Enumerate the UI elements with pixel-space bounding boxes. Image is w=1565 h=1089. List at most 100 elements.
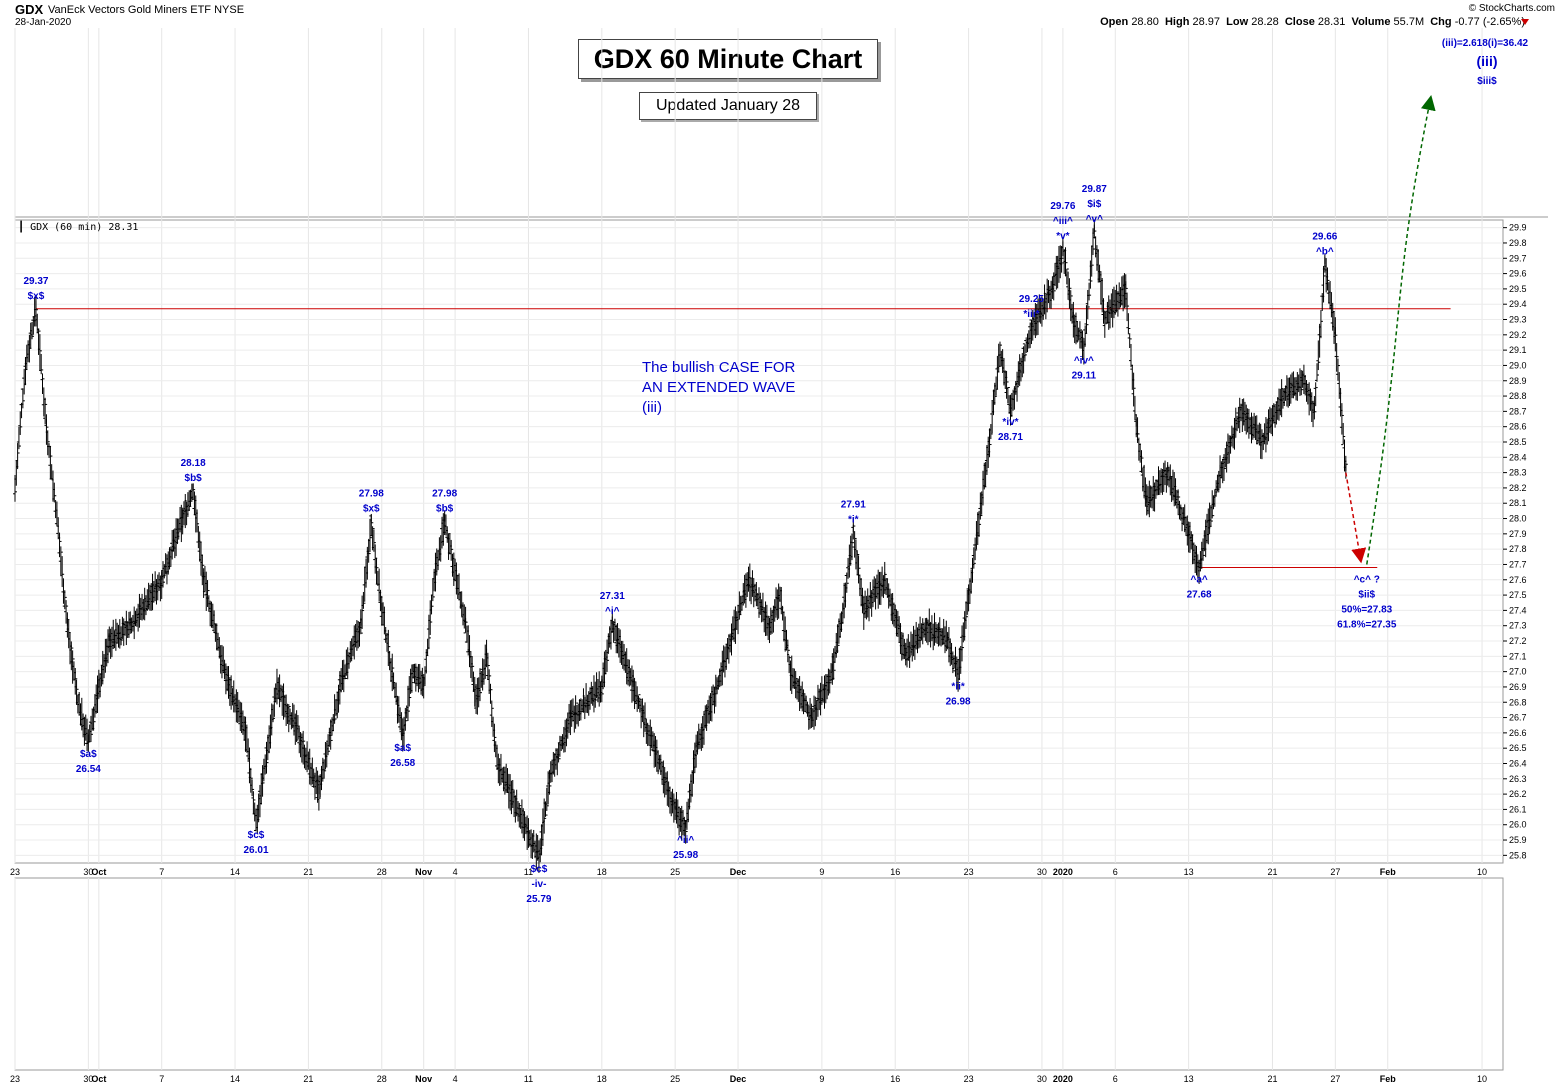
- wave-label: 27.68: [1187, 590, 1212, 601]
- x-tick-label-lower: 13: [1184, 1074, 1194, 1084]
- price-panel-border: [14, 219, 1504, 864]
- x-tick-label: 10: [1477, 867, 1487, 877]
- series-legend: ┃ GDX (60 min) 28.31: [18, 222, 138, 233]
- wave-label: ^iii^: [1053, 216, 1073, 227]
- wave-label: $a$: [80, 749, 97, 760]
- wave-label: $a$: [394, 743, 411, 754]
- x-tick-label-lower: 16: [890, 1074, 900, 1084]
- x-tick-label-lower: 6: [1113, 1074, 1118, 1084]
- y-tick-label: 28.5: [1509, 437, 1527, 447]
- x-tick-label-lower: 11: [524, 1074, 533, 1084]
- updated-note: Updated January 28: [639, 92, 817, 120]
- y-tick-label: 26.5: [1509, 743, 1527, 753]
- x-tick-label-lower: 18: [597, 1074, 607, 1084]
- wave-label: 27.98: [359, 489, 384, 500]
- x-tick-label-lower: Dec: [730, 1074, 747, 1084]
- y-tick-label: 26.3: [1509, 774, 1527, 784]
- x-tick-label: Dec: [730, 867, 747, 877]
- security-name: VanEck Vectors Gold Miners ETF NYSE: [48, 4, 244, 16]
- y-tick-label: 29.2: [1509, 330, 1527, 340]
- y-tick-label: 29.8: [1509, 238, 1527, 248]
- y-tick-label: 26.2: [1509, 789, 1527, 799]
- y-tick-label: 27.8: [1509, 544, 1527, 554]
- y-tick-label: 26.0: [1509, 820, 1527, 830]
- y-tick-label: 28.6: [1509, 422, 1527, 432]
- y-tick-label: 29.6: [1509, 269, 1527, 279]
- y-tick-label: 28.9: [1509, 376, 1527, 386]
- chg-label: Chg: [1430, 16, 1452, 28]
- x-tick-label: Feb: [1380, 867, 1397, 877]
- y-tick-label: 28.7: [1509, 406, 1527, 416]
- y-tick-label: 27.9: [1509, 529, 1527, 539]
- x-tick-label-lower: 27: [1330, 1074, 1340, 1084]
- security-name-text: VanEck Vectors Gold Miners ETF: [48, 4, 212, 16]
- thesis-line-1: The bullish CASE FOR: [642, 359, 796, 376]
- y-tick-label: 27.4: [1509, 605, 1527, 615]
- y-tick-label: 28.2: [1509, 483, 1527, 493]
- x-tick-label: 13: [1184, 867, 1194, 877]
- y-tick-label: 28.0: [1509, 514, 1527, 524]
- projection-up-arrow: [1366, 95, 1436, 565]
- exchange: NYSE: [214, 4, 245, 16]
- wave-label: 29.25: [1019, 294, 1044, 305]
- x-tick-label: 23: [10, 867, 20, 877]
- x-tick-label: 16: [890, 867, 900, 877]
- wave-label: 29.76: [1050, 201, 1075, 212]
- x-tick-label: 4: [453, 867, 458, 877]
- y-tick-label: 25.9: [1509, 835, 1527, 845]
- wave-label: *iv*: [1002, 417, 1018, 428]
- x-tick-label-lower: 10: [1477, 1074, 1487, 1084]
- wave-label: $b$: [436, 504, 454, 515]
- x-tick-label: 6: [1113, 867, 1118, 877]
- y-tick-label: 29.4: [1509, 299, 1527, 309]
- wave-label: 25.79: [526, 894, 551, 905]
- y-tick-label: 26.7: [1509, 713, 1527, 723]
- y-tick-label: 26.9: [1509, 682, 1527, 692]
- x-tick-label-lower: Nov: [415, 1074, 432, 1084]
- x-tick-label: 30: [83, 867, 93, 877]
- wave-label: *ii*: [951, 682, 964, 693]
- y-tick-label: 28.8: [1509, 391, 1527, 401]
- open-label: Open: [1100, 16, 1129, 28]
- x-tick-label: 18: [597, 867, 607, 877]
- wave-label: 29.66: [1312, 231, 1337, 242]
- wave-label: ^c^ ?: [1354, 575, 1380, 586]
- open-value: 28.80: [1131, 16, 1159, 28]
- high-label: High: [1164, 16, 1190, 28]
- low-label: Low: [1226, 16, 1249, 28]
- y-tick-label: 27.1: [1509, 651, 1527, 661]
- x-tick-label-lower: 21: [1267, 1074, 1277, 1084]
- wave-label: 27.98: [432, 489, 457, 500]
- low-value: 28.28: [1251, 16, 1279, 28]
- wave-label: 29.11: [1072, 371, 1097, 382]
- projection-down-arrow: [1345, 472, 1367, 564]
- wave-label: *v*: [1056, 231, 1069, 242]
- wave-label: 25.98: [673, 850, 698, 861]
- x-tick-label-lower: 7: [159, 1074, 164, 1084]
- wave-label: $c$: [248, 830, 265, 841]
- y-tick-label: 27.0: [1509, 667, 1527, 677]
- x-tick-label: 9: [819, 867, 824, 877]
- x-tick-label-lower: 2020: [1053, 1074, 1073, 1084]
- lower-panel-border: [14, 877, 1504, 1071]
- x-tick-label: 21: [303, 867, 313, 877]
- volume-value: 55.7M: [1393, 16, 1425, 28]
- close-value: 28.31: [1317, 16, 1346, 28]
- x-tick-label-lower: 23: [964, 1074, 974, 1084]
- y-tick-label: 28.3: [1509, 468, 1527, 478]
- wave-label: ^b^: [1316, 246, 1334, 257]
- x-tick-label-lower: 14: [230, 1074, 240, 1084]
- wave-label: $x$: [363, 504, 380, 515]
- wave-label: ^ii^: [677, 835, 694, 846]
- x-tick-label-lower: 9: [819, 1074, 824, 1084]
- x-tick-label: 28: [377, 867, 387, 877]
- wave-label: ^a^: [1190, 575, 1207, 586]
- x-tick-label: 23: [964, 867, 974, 877]
- high-value: 28.97: [1192, 16, 1221, 28]
- y-tick-label: 27.2: [1509, 636, 1527, 646]
- wave-label: 28.18: [181, 458, 206, 469]
- wave-label: *i*: [848, 514, 859, 525]
- wave-label: 29.87: [1082, 184, 1107, 195]
- wave-label: 27.91: [841, 499, 866, 510]
